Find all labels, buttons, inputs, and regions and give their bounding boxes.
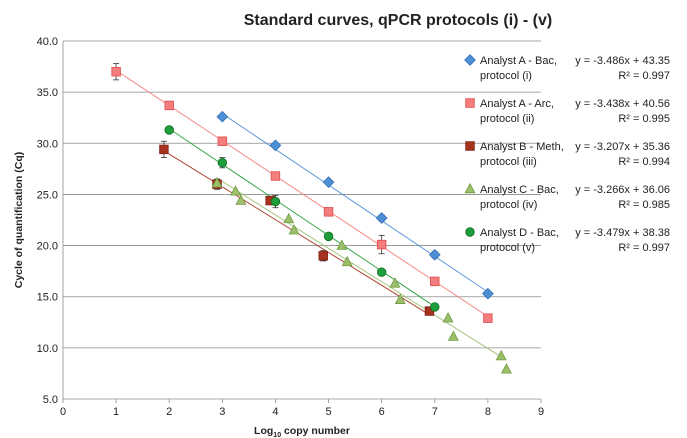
legend-marker-series-3 <box>465 141 475 151</box>
legend-label-line2: protocol (iii) <box>480 156 537 168</box>
trendline-r-squared: R² = 0.995 <box>618 113 670 125</box>
y-tick-label: 25.0 <box>37 189 58 201</box>
y-tick-label: 5.0 <box>43 394 58 406</box>
legend: Analyst A - Bac, protocol (i) y = -3.486x … <box>464 54 670 254</box>
data-point-series-4 <box>283 212 295 224</box>
data-point-series-4 <box>341 255 353 267</box>
data-point-series-4 <box>501 363 512 374</box>
legend-marker-series-5 <box>465 227 475 237</box>
trendline-equation: y = -3.266x + 36.06 <box>575 184 670 196</box>
x-axis-label-rest: copy number <box>281 425 350 437</box>
y-axis-label: Cycle of quantification (Cq) <box>13 152 25 289</box>
data-point-series-1 <box>428 248 441 261</box>
data-point-series-4 <box>230 185 242 196</box>
data-point-series-2 <box>430 276 440 287</box>
y-tick-label: 10.0 <box>37 343 58 355</box>
data-point-series-1 <box>322 176 335 189</box>
legend-label-line2: protocol (i) <box>480 70 532 82</box>
data-point-series-4 <box>288 224 300 235</box>
x-tick-label: 4 <box>272 406 278 418</box>
legend-label-line1: Analyst D - Bac, <box>480 227 559 239</box>
data-point-series-2 <box>111 66 121 77</box>
y-tick-label: 20.0 <box>37 241 58 253</box>
trendline-r-squared: R² = 0.997 <box>618 70 670 82</box>
y-tick-label: 30.0 <box>37 138 58 150</box>
chart-title: Standard curves, qPCR protocols (i) - (v… <box>244 12 552 29</box>
x-axis-label-subscript: 10 <box>273 432 281 438</box>
data-point-series-2 <box>217 136 228 146</box>
data-point-series-4 <box>336 239 348 250</box>
trendline-series-1 <box>222 113 489 293</box>
trendline-series-5 <box>168 128 436 308</box>
data-point-series-5 <box>323 231 334 242</box>
trendlines <box>115 70 505 359</box>
data-point-series-5 <box>217 158 228 168</box>
data-point-series-5 <box>430 302 440 312</box>
trendline-equation: y = -3.438x + 40.56 <box>575 98 670 110</box>
x-axis-label: Log10 copy number <box>254 425 350 438</box>
trendline-r-squared: R² = 0.994 <box>618 156 670 168</box>
gridlines <box>63 40 541 349</box>
data-point-series-5 <box>164 125 174 135</box>
legend-label-line1: Analyst C - Bac, <box>480 184 559 196</box>
trendline-r-squared: R² = 0.997 <box>618 242 670 254</box>
y-tick-label: 40.0 <box>37 36 58 48</box>
trendline-r-squared: R² = 0.985 <box>618 199 670 211</box>
data-point-series-4 <box>211 177 223 188</box>
data-points <box>111 63 512 374</box>
x-axis-label-main: Log <box>254 425 273 437</box>
trendline-equation: y = -3.207x + 35.36 <box>575 141 670 153</box>
data-point-series-2 <box>483 313 493 323</box>
legend-label-line2: protocol (iv) <box>480 199 537 211</box>
data-point-series-2 <box>323 207 334 217</box>
data-point-series-4 <box>389 277 401 288</box>
data-point-series-4 <box>394 293 406 304</box>
x-tick-label: 6 <box>379 406 385 418</box>
data-point-series-2 <box>164 100 174 111</box>
y-tick-label: 15.0 <box>37 292 58 304</box>
trendline-series-4 <box>216 177 505 359</box>
data-point-series-5 <box>270 196 281 207</box>
legend-label-line1: Analyst B - Meth, <box>480 141 564 153</box>
trendline-series-2 <box>115 70 489 318</box>
data-point-series-2 <box>376 239 387 250</box>
legend-marker-series-4 <box>464 182 476 194</box>
x-tick-label: 3 <box>219 406 225 418</box>
data-point-series-4 <box>495 349 507 361</box>
legend-label-line1: Analyst A - Bac, <box>480 55 557 67</box>
data-point-series-5 <box>376 267 387 277</box>
data-point-series-4 <box>442 312 454 323</box>
data-point-series-1 <box>216 110 229 123</box>
data-point-series-3 <box>318 251 328 261</box>
y-tick-label: 35.0 <box>37 87 58 99</box>
legend-marker-series-2 <box>465 98 475 108</box>
data-point-series-1 <box>269 139 282 152</box>
x-tick-label: 8 <box>485 406 491 418</box>
data-point-series-4 <box>447 330 459 341</box>
legend-marker-series-1 <box>464 54 476 66</box>
data-point-series-1 <box>375 212 388 224</box>
x-tick-label: 2 <box>166 406 172 418</box>
legend-label-line2: protocol (ii) <box>480 113 534 125</box>
axes: 5.0 10.0 15.0 20.0 25.0 30.0 35.0 40.0 0 1 2 3 4 5 6 7 8… <box>37 36 544 418</box>
x-tick-label: 1 <box>113 406 119 418</box>
data-point-series-4 <box>235 194 247 205</box>
x-tick-label: 5 <box>325 406 331 418</box>
x-tick-label: 7 <box>432 406 438 418</box>
trendline-equation: y = -3.486x + 43.35 <box>575 55 670 67</box>
x-tick-label: 9 <box>538 406 544 418</box>
x-tick-label: 0 <box>60 406 66 418</box>
legend-label-line1: Analyst A - Arc, <box>480 98 554 110</box>
trendline-equation: y = -3.479x + 38.38 <box>575 227 670 239</box>
legend-label-line2: protocol (v) <box>480 242 535 254</box>
data-point-series-3 <box>159 144 169 155</box>
data-point-series-2 <box>270 171 281 181</box>
data-point-series-1 <box>482 287 494 300</box>
